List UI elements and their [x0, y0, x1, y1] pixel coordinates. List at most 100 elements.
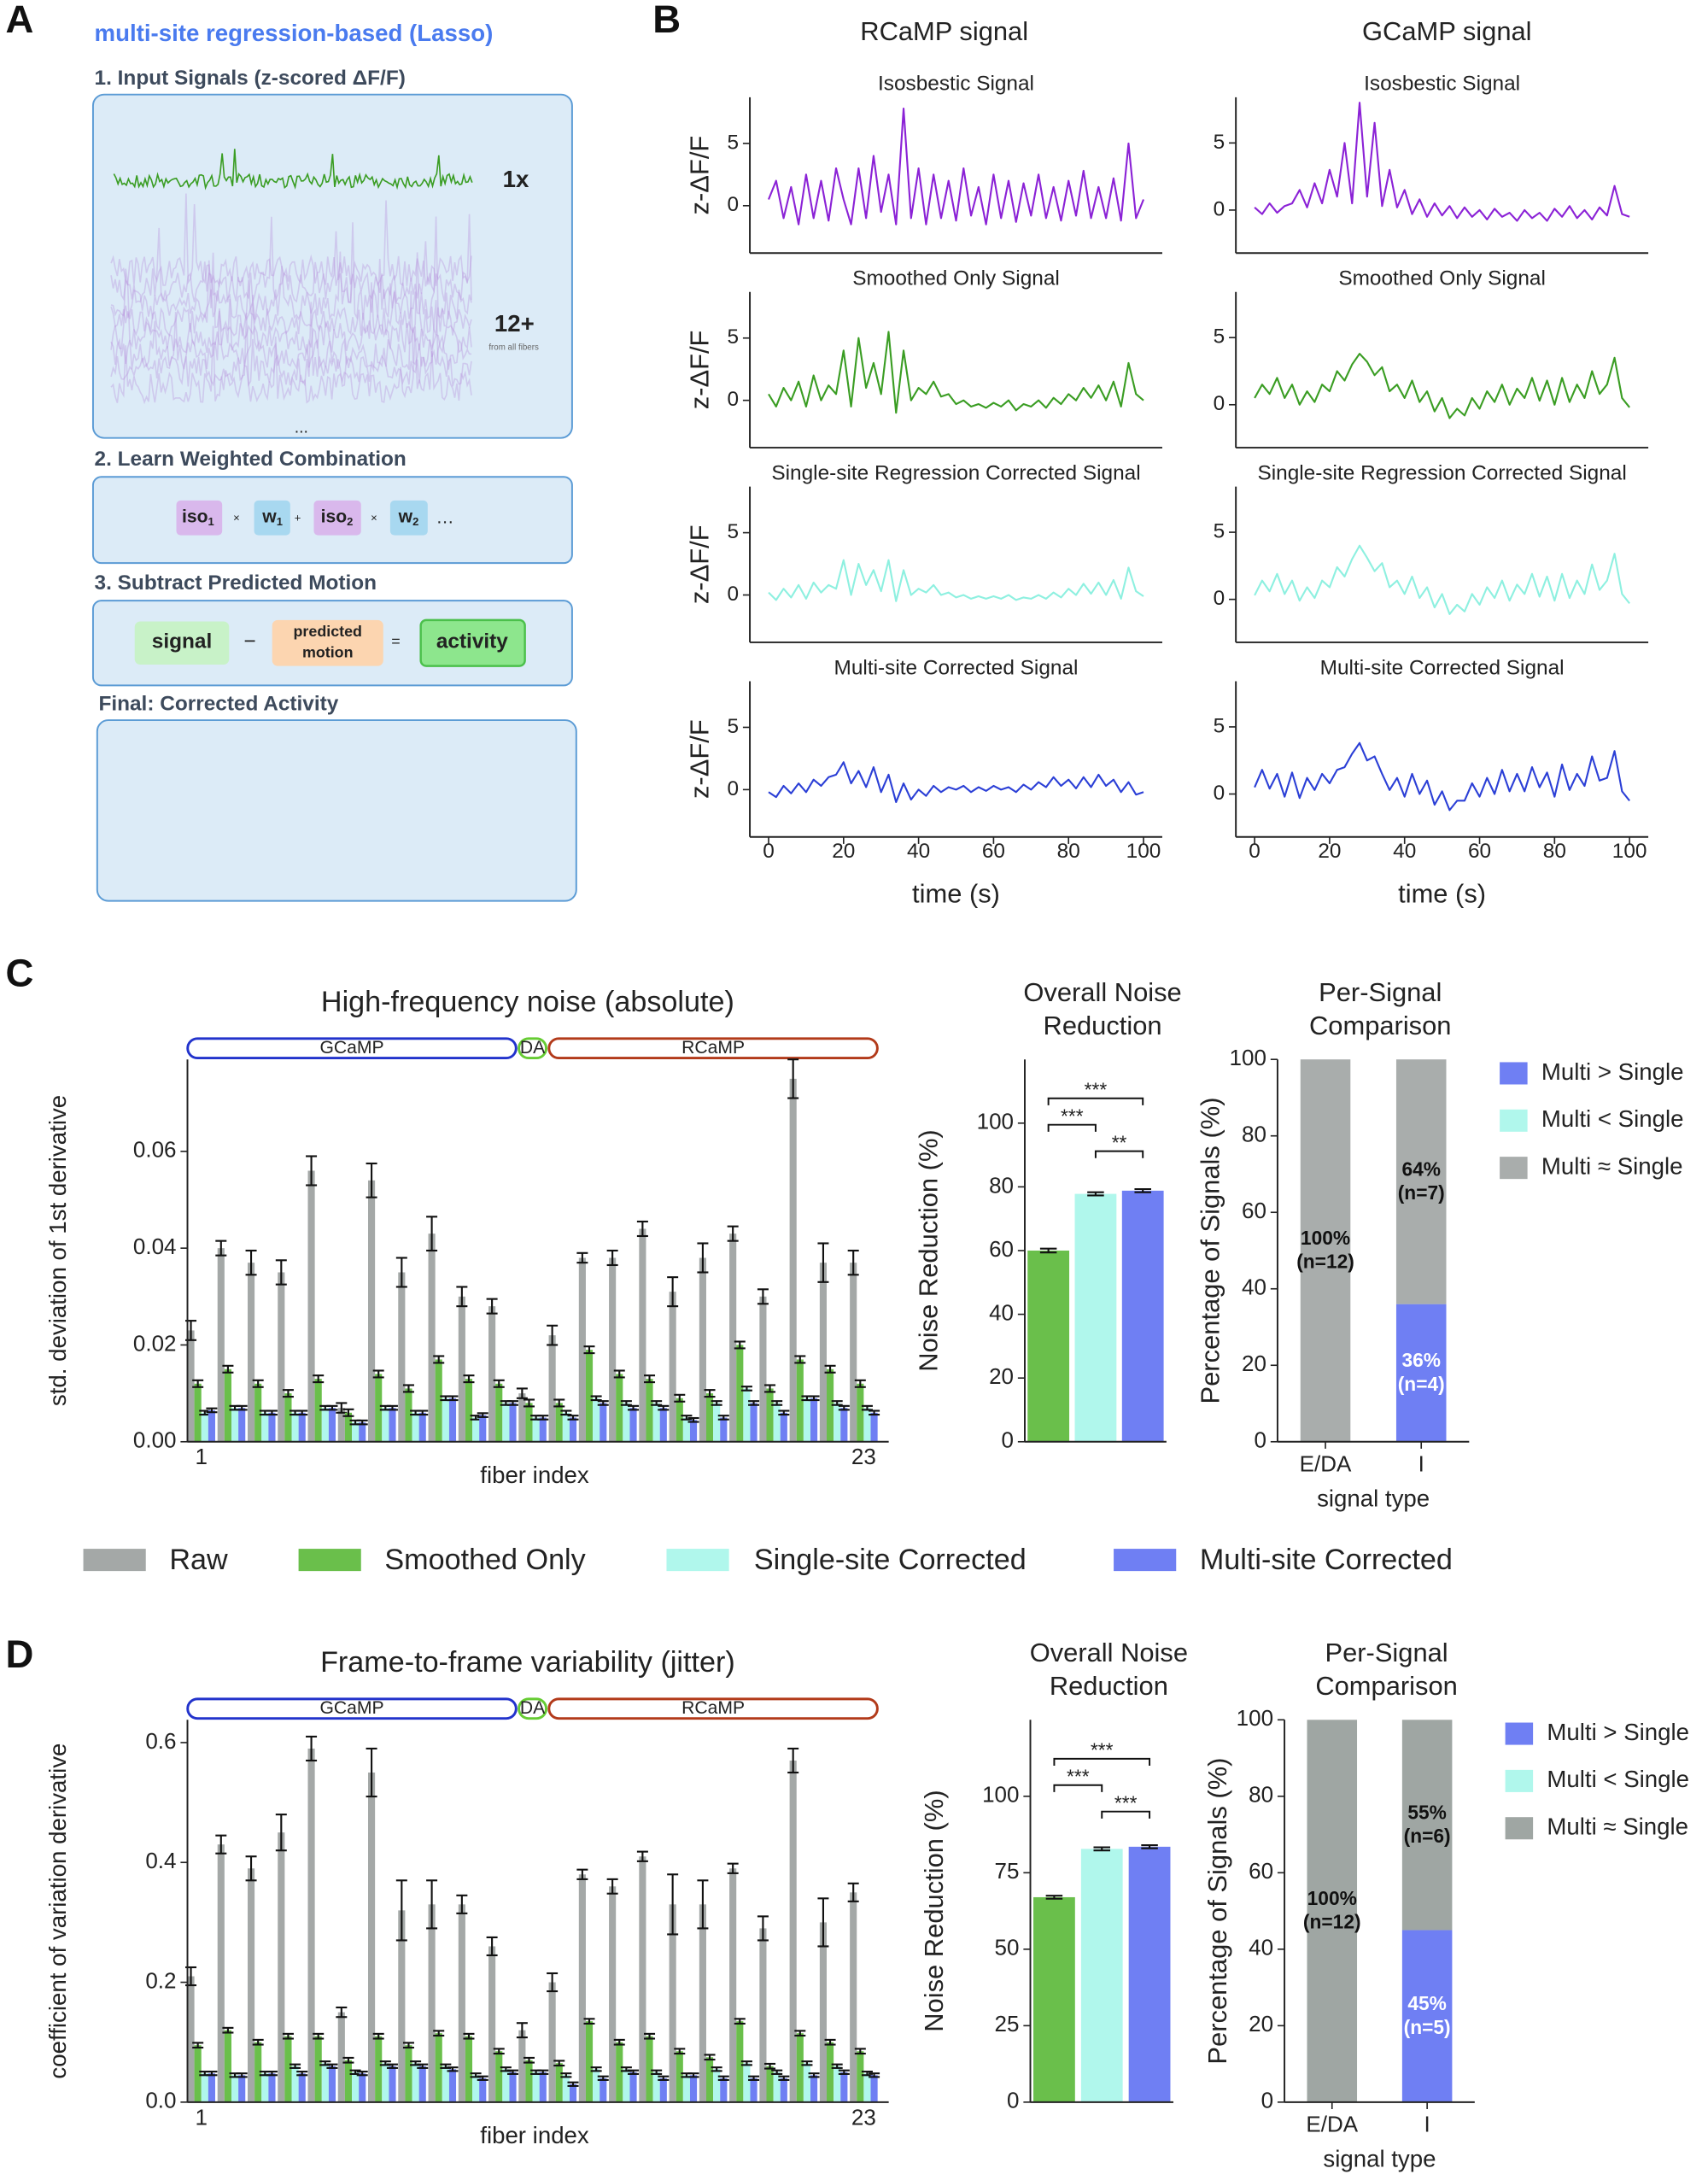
bar	[780, 2077, 787, 2102]
bar	[298, 2073, 306, 2102]
legend-swatch	[1505, 1722, 1534, 1745]
bar	[863, 1408, 871, 1442]
significance-bracket	[1047, 1097, 1144, 1105]
bar	[298, 1412, 306, 1442]
chart-title: Multi-site Corrected Signal	[1320, 656, 1565, 679]
bar	[720, 1417, 728, 1442]
bar	[359, 2073, 366, 2102]
term: iso1	[182, 507, 214, 528]
legend-label: Multi < Single	[1547, 1766, 1689, 1792]
operator: …	[436, 508, 454, 528]
bar	[585, 1350, 594, 1442]
x-tick-label: 100	[1126, 840, 1161, 863]
bar	[502, 1403, 510, 1442]
y-tick-label: 0	[727, 388, 739, 411]
bar	[261, 2073, 269, 2102]
bar	[578, 1257, 586, 1442]
operator: =	[391, 633, 400, 650]
x-tick-label: 100	[1612, 840, 1647, 863]
bar	[850, 1263, 857, 1442]
bar	[780, 1412, 787, 1442]
term-chip	[176, 500, 223, 536]
legend-label: Multi ≈ Single	[1547, 1814, 1688, 1840]
chip-text: signal	[152, 630, 212, 653]
bar	[435, 2033, 442, 2102]
bar	[646, 1379, 653, 1442]
signal-trace	[768, 107, 1145, 226]
term-sub: 2	[347, 515, 353, 528]
value-label: 36%	[1401, 1349, 1441, 1371]
bar	[518, 1393, 526, 1442]
column-title: GCaMP signal	[1362, 16, 1532, 46]
significance-label: ***	[1091, 1739, 1114, 1761]
legend-swatch	[1500, 1157, 1528, 1180]
bar	[750, 1403, 757, 1442]
chip-text: predicted	[294, 623, 362, 640]
bar	[850, 1892, 857, 2102]
bar	[713, 2069, 721, 2102]
bar	[623, 1403, 630, 1442]
y-tick-label: 60	[1242, 1198, 1266, 1223]
y-tick-label: 0	[727, 777, 739, 800]
term-sub: 1	[208, 515, 214, 528]
trace-group	[110, 149, 487, 845]
bar	[729, 1868, 737, 2102]
column-title: RCaMP signal	[860, 16, 1028, 46]
bar	[448, 2069, 457, 2102]
bar	[796, 2033, 804, 2102]
bar	[247, 1868, 255, 2102]
x-tick-label: E/DA	[1300, 1450, 1352, 1476]
panel-label: B	[652, 0, 681, 41]
chart-title: Isosbestic Signal	[1364, 73, 1520, 96]
panel-label: A	[6, 0, 34, 41]
significance-bracket	[1053, 1757, 1151, 1766]
bar	[720, 2077, 728, 2102]
bar	[705, 2057, 714, 2102]
signal-trace	[768, 559, 1144, 602]
bar	[659, 2077, 667, 2102]
bar	[857, 2051, 864, 2102]
bar	[659, 1408, 667, 1442]
y-tick-label: 0	[1214, 587, 1225, 610]
count-label: (n=12)	[1296, 1251, 1354, 1273]
bar	[796, 1359, 804, 1442]
bar	[682, 1417, 690, 1442]
bar	[569, 2083, 577, 2102]
y-tick-label: 20	[1249, 2011, 1273, 2036]
step-label: 3. Subtract Predicted Motion	[95, 571, 377, 595]
y-tick-label: 0.04	[133, 1234, 177, 1259]
legend-label: Multi > Single	[1547, 1719, 1689, 1745]
signal-trace	[1254, 102, 1630, 222]
legend-label: Raw	[169, 1544, 228, 1576]
bar	[736, 2021, 744, 2102]
decorative-trace	[113, 149, 473, 190]
y-axis-label: z-ΔF/F	[684, 331, 714, 410]
operator: +	[295, 512, 301, 524]
significance-bracket	[1047, 1123, 1097, 1132]
bar	[803, 2063, 811, 2102]
bar	[600, 1403, 607, 1442]
term-chip	[313, 500, 361, 536]
bar	[759, 1928, 767, 2102]
bar	[810, 1398, 818, 1442]
bar	[472, 1417, 480, 1442]
y-axis-label: Percentage of Signals (%)	[1196, 1097, 1225, 1404]
legend-swatch	[1505, 1817, 1534, 1840]
bar	[187, 1976, 195, 2102]
bar	[448, 1398, 457, 1442]
bar	[488, 1946, 496, 2102]
bar	[314, 2036, 322, 2102]
bar	[766, 2066, 774, 2102]
bar	[268, 2073, 276, 2102]
count-label: (n=7)	[1398, 1181, 1445, 1204]
bar	[857, 1383, 864, 1442]
bar	[819, 1922, 827, 2102]
bar	[713, 1403, 721, 1442]
bar	[669, 1904, 676, 2102]
bar	[789, 1760, 797, 2102]
group-bracket	[547, 1697, 879, 1720]
bar	[314, 1379, 322, 1442]
bar	[616, 2042, 623, 2102]
bar	[194, 2045, 202, 2102]
